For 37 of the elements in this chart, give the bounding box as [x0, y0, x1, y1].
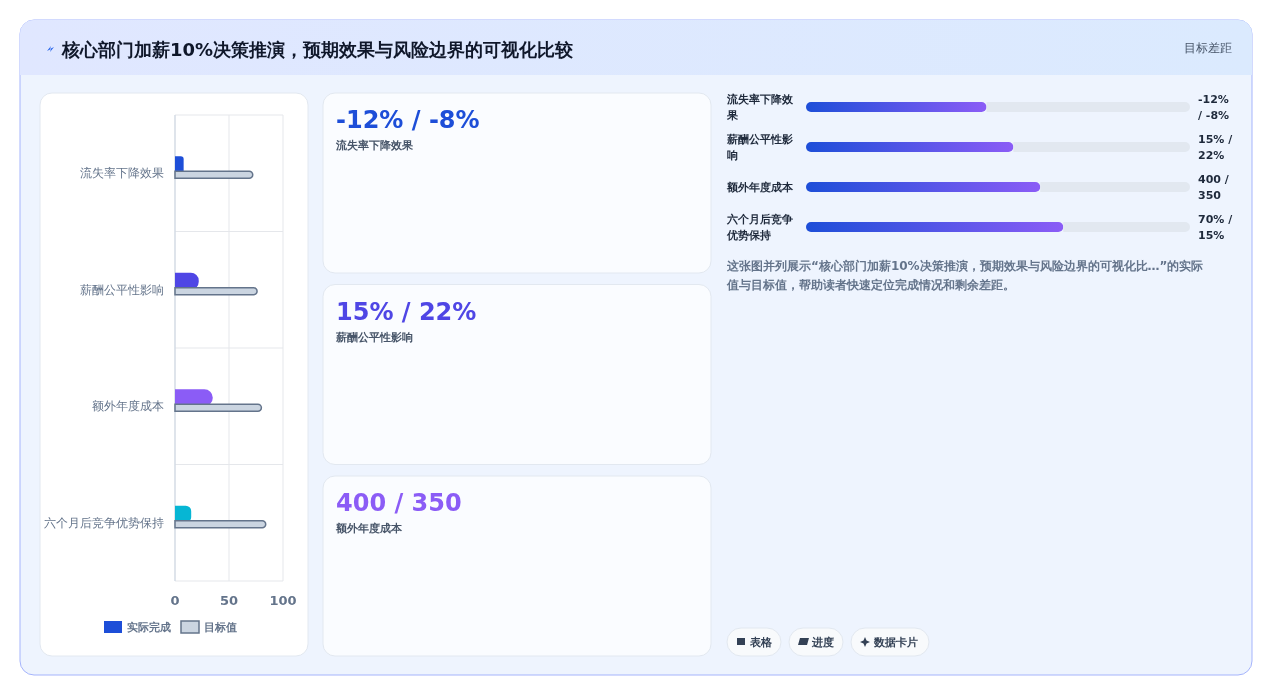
text: 70% / 15% [1198, 213, 1234, 242]
bar [1040, 182, 1190, 192]
y-tick-label: 薪酬公平性影响 [80, 282, 164, 297]
text: -12% / -8% [336, 106, 480, 134]
category-label: 薪酬公平性影响 [335, 330, 413, 344]
bar [806, 142, 1014, 152]
y-tick-label: 薪酬公平性影响 [726, 133, 793, 162]
text: 400 / 350 [336, 489, 462, 517]
x-tick-label: 100 [269, 593, 297, 608]
bar [986, 102, 1190, 112]
y-tick-label: 额外年度成本 [726, 181, 794, 194]
legend-label: 目标值 [204, 621, 237, 634]
x-tick-label: 0 [170, 593, 180, 608]
text: 这张图并列展示“核心部门加薪10%决策推演，预期效果与风险边界的可视化比…”的实际值与目标值，帮助读者快速定位完成情况和剩余差距。 [726, 259, 1204, 292]
category-label: 流失率下降效果 [335, 139, 414, 152]
y-tick-label: 六个月后竞争优势保持 [726, 213, 793, 242]
text: 进度 [811, 636, 834, 649]
text: 数据卡片 [873, 636, 918, 649]
bar [806, 222, 1064, 232]
y-tick-label: 流失率下降效果 [726, 93, 794, 122]
text: 15% / 22% [336, 297, 477, 326]
legend-label: 实际完成 [127, 621, 171, 634]
bar [806, 102, 987, 112]
x-tick-label: 50 [219, 593, 239, 608]
text: 400 / 350 [1198, 173, 1230, 202]
bar [1063, 222, 1190, 232]
category-label: 额外年度成本 [335, 522, 403, 535]
text: 核心部门加薪10%决策推演，预期效果与风险边界的可视化比较 [61, 39, 575, 60]
text: -12% / -8% [1198, 93, 1230, 122]
text: 15% / 22% [1198, 133, 1234, 162]
y-tick-label: 六个月后竞争优势保持 [44, 515, 164, 530]
text: 表格 [749, 636, 773, 649]
text: 目标差距 [1184, 41, 1232, 55]
y-tick-label: 流失率下降效果 [80, 166, 164, 181]
y-tick-label: 额外年度成本 [92, 399, 164, 414]
bar [806, 182, 1041, 192]
bar [1013, 142, 1190, 152]
